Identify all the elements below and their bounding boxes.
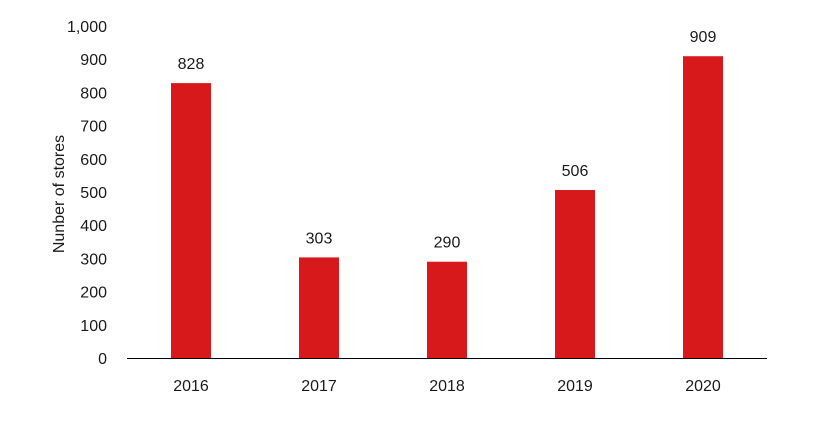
x-tick-label-2017: 2017 — [301, 378, 337, 395]
data-label-2017: 303 — [306, 230, 333, 247]
bar-2020 — [683, 56, 723, 358]
y-tick-label: 0 — [98, 351, 107, 368]
data-label-2016: 828 — [178, 56, 205, 73]
bar-2017 — [299, 257, 339, 358]
y-tick-label: 900 — [80, 52, 107, 69]
data-label-2018: 290 — [434, 235, 461, 252]
y-tick-label: 300 — [80, 251, 107, 268]
x-axis-labels: 2016 2017 2018 2019 2020 — [173, 378, 721, 395]
data-label-2020: 909 — [690, 29, 717, 46]
bars-group — [171, 56, 723, 358]
data-labels-group: 828 303 290 506 909 — [178, 29, 717, 252]
y-axis-ticks: 0 100 200 300 400 500 600 700 800 900 1,000 — [67, 19, 107, 368]
x-tick-label-2019: 2019 — [557, 378, 593, 395]
bar-2019 — [555, 190, 595, 358]
y-tick-label: 400 — [80, 218, 107, 235]
y-tick-label: 500 — [80, 185, 107, 202]
bar-2018 — [427, 261, 467, 358]
x-tick-label-2018: 2018 — [429, 378, 465, 395]
x-tick-label-2020: 2020 — [685, 378, 721, 395]
y-tick-label: 800 — [80, 85, 107, 102]
y-tick-label: 600 — [80, 152, 107, 169]
y-tick-label: 100 — [80, 318, 107, 335]
bar-2016 — [171, 83, 211, 358]
y-tick-label: 1,000 — [67, 19, 107, 36]
y-axis-title: Nunber of stores — [51, 135, 68, 253]
y-tick-label: 200 — [80, 285, 107, 302]
data-label-2019: 506 — [562, 163, 589, 180]
y-tick-label: 700 — [80, 119, 107, 136]
x-tick-label-2016: 2016 — [173, 378, 209, 395]
